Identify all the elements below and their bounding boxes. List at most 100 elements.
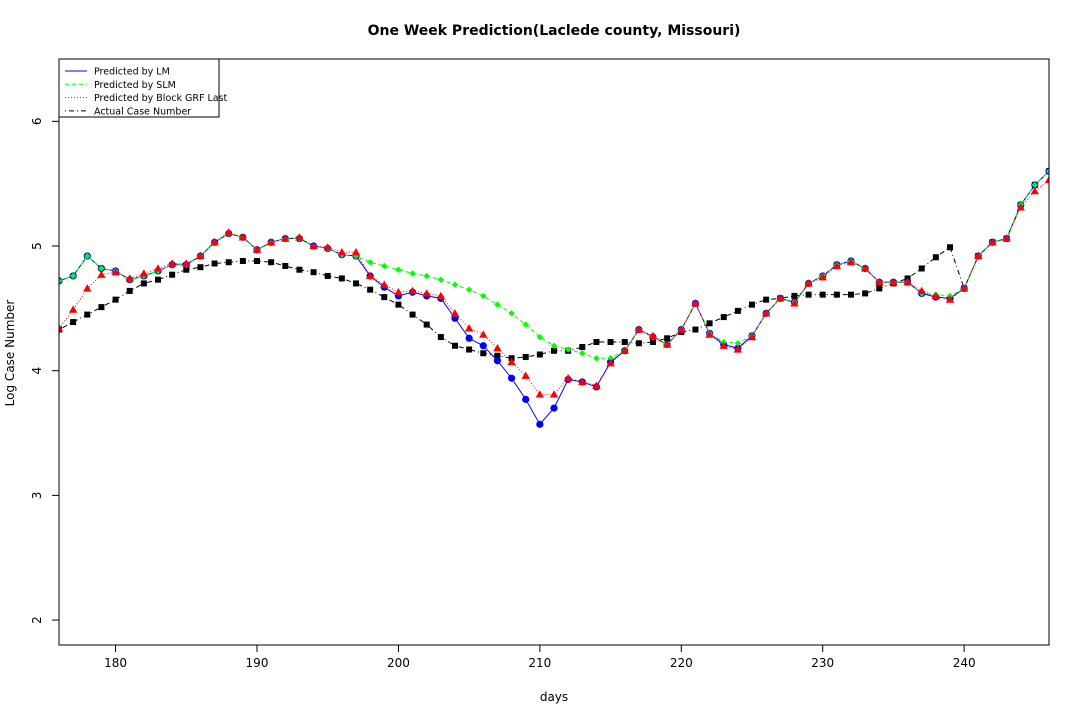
legend-label: Predicted by LM (94, 67, 170, 78)
series-point (818, 272, 827, 281)
series-point (776, 294, 785, 302)
series-point (945, 295, 955, 303)
series-point (664, 335, 671, 342)
series-point (578, 377, 587, 386)
series-point (931, 291, 941, 300)
series-line (59, 170, 1049, 359)
series-point (493, 344, 502, 352)
series-point (183, 266, 190, 273)
series-point (719, 341, 728, 349)
legend-label: Actual Case Number (94, 106, 191, 117)
series-point (592, 381, 601, 389)
series-point (677, 325, 686, 333)
series-point (337, 248, 347, 256)
series-point (252, 245, 262, 253)
legend-box (58, 58, 220, 118)
series-point (480, 350, 487, 357)
y-tick-label: 6 (30, 118, 44, 126)
series-point (196, 251, 205, 260)
series-point (83, 284, 92, 292)
series-point (309, 241, 318, 250)
legend-label: Predicted by SLM (94, 80, 176, 91)
series-point (848, 291, 854, 298)
series-point (112, 296, 119, 303)
series-point (634, 325, 644, 333)
y-tick-label: 5 (30, 242, 44, 250)
series-point (323, 243, 332, 251)
series-point (635, 340, 642, 347)
series-point (535, 390, 545, 398)
series-point (68, 305, 78, 313)
series-point (862, 290, 869, 297)
series-point (167, 259, 177, 267)
x-tick-label: 190 (246, 656, 269, 670)
series-point (550, 404, 558, 412)
series-point (804, 279, 813, 287)
series-point (1030, 186, 1040, 195)
series-point (451, 281, 459, 288)
series-3 (59, 168, 1049, 362)
series-point (452, 342, 458, 349)
series-point (69, 272, 77, 280)
series-point (210, 238, 219, 246)
series-point (437, 334, 444, 341)
series-point (705, 330, 714, 338)
series-point (465, 286, 473, 293)
series-point (295, 233, 304, 241)
series-point (749, 301, 755, 308)
series-point (254, 257, 260, 264)
series-point (381, 262, 388, 270)
series-point (338, 275, 345, 282)
series-point (550, 342, 558, 349)
series-point (479, 330, 488, 338)
series-point (549, 390, 559, 398)
series-point (479, 342, 487, 350)
series-point (932, 254, 939, 261)
series-point (706, 320, 713, 327)
series-point (494, 352, 501, 359)
series-point (268, 259, 275, 266)
series-layer (59, 167, 1049, 428)
series-point (409, 270, 416, 277)
series-point (238, 233, 248, 241)
series-point (139, 269, 149, 277)
series-point (805, 291, 812, 298)
series-point (450, 309, 460, 317)
series-point (408, 286, 417, 295)
series-point (747, 332, 757, 341)
series-point (84, 311, 91, 318)
y-tick-label: 2 (30, 616, 44, 624)
legend-label: Predicted by Block GRF Last (94, 93, 228, 104)
series-point (1016, 203, 1025, 211)
series-point (437, 276, 445, 283)
series-point (763, 296, 770, 303)
series-point (126, 287, 133, 294)
series-point (436, 291, 446, 300)
series-0 (59, 167, 1049, 428)
series-point (324, 272, 331, 279)
series-point (281, 234, 290, 242)
series-point (791, 292, 798, 299)
series-point (761, 309, 771, 317)
series-point (606, 359, 615, 367)
series-point (564, 346, 572, 353)
series-point (282, 262, 289, 269)
x-tick-label: 200 (387, 656, 410, 670)
series-point (876, 285, 883, 292)
series-point (832, 261, 842, 270)
y-axis: 2 3 4 5 6 (30, 118, 60, 624)
series-point (507, 357, 516, 366)
series-point (1031, 181, 1039, 189)
series-point (917, 286, 926, 295)
series-point (551, 347, 557, 354)
x-axis: 180 190 200 210 220 230 240 (104, 644, 976, 670)
series-point (140, 280, 147, 287)
series-point (734, 307, 741, 314)
y-tick-label: 3 (30, 492, 44, 500)
series-point (507, 374, 516, 382)
series-point (607, 355, 614, 362)
series-point (692, 326, 699, 333)
series-point (394, 287, 403, 296)
series-point (97, 270, 106, 278)
